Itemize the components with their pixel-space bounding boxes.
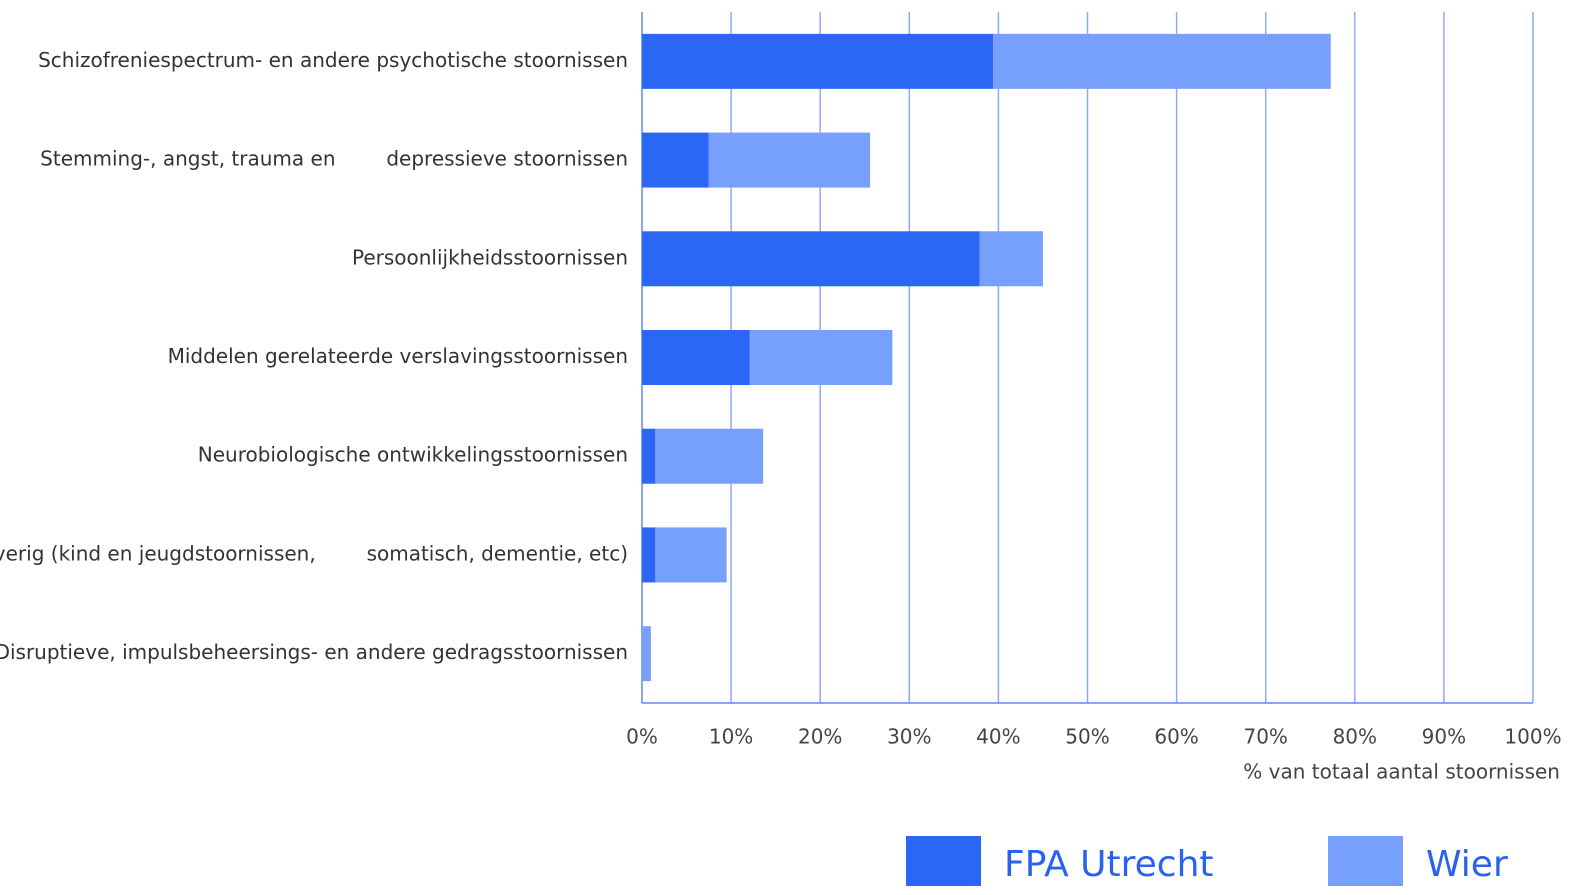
bar-segment xyxy=(642,231,980,287)
bar-segment xyxy=(642,330,750,385)
bar-segment xyxy=(708,132,871,188)
x-tick-label: 0% xyxy=(626,725,658,749)
category-label: Disruptieve, impulsbeheersings- en ander… xyxy=(0,640,628,664)
x-tick-label: 40% xyxy=(976,725,1020,749)
bar-segment xyxy=(655,428,764,484)
category-label: Stemming-, angst, trauma en depressieve … xyxy=(40,147,628,171)
x-axis-label: % van totaal aantal stoornissen xyxy=(1243,760,1560,784)
x-tick-label: 90% xyxy=(1422,725,1466,749)
bar-segment xyxy=(642,428,656,484)
x-tick-label: 20% xyxy=(798,725,842,749)
category-label: Overig (kind en jeugdstoornissen, somati… xyxy=(0,541,628,565)
legend-swatch xyxy=(1328,836,1403,886)
category-label: Persoonlijkheidsstoornissen xyxy=(352,245,628,269)
bar-segment xyxy=(642,132,709,188)
category-label: Middelen gerelateerde verslavingsstoorni… xyxy=(168,344,628,368)
bar-segment xyxy=(642,527,656,583)
bar-segment xyxy=(642,626,651,682)
bar-segment xyxy=(655,527,727,583)
x-tick-label: 30% xyxy=(887,725,931,749)
legend-swatch xyxy=(906,836,981,886)
x-tick-label: 70% xyxy=(1243,725,1287,749)
bar-segment xyxy=(749,330,893,385)
x-tick-label: 80% xyxy=(1333,725,1377,749)
category-label: Neurobiologische ontwikkelingsstoornisse… xyxy=(198,443,628,467)
x-tick-label: 10% xyxy=(709,725,753,749)
x-tick-label: 50% xyxy=(1065,725,1109,749)
bar-segment xyxy=(993,33,1331,89)
legend-label: Wier xyxy=(1426,844,1508,885)
bar-segment xyxy=(642,33,994,89)
bar-segment xyxy=(979,231,1043,287)
category-label: Schizofreniespectrum- en andere psychoti… xyxy=(38,48,628,72)
legend-label: FPA Utrecht xyxy=(1004,844,1214,885)
x-tick-label: 100% xyxy=(1504,725,1561,749)
x-tick-label: 60% xyxy=(1154,725,1198,749)
